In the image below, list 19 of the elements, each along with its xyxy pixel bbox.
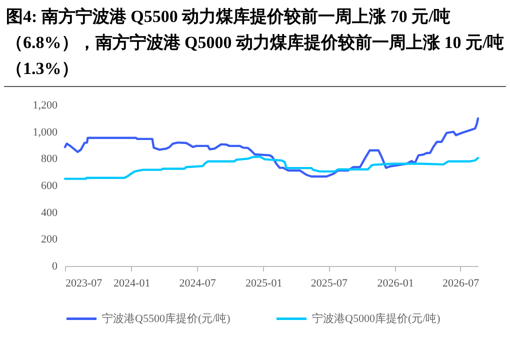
x-tick-label: 2025-07 (310, 278, 348, 290)
y-tick-label: 0 (52, 260, 58, 272)
x-tick-label: 2025-01 (246, 278, 282, 290)
y-tick-label: 1,200 (32, 100, 58, 112)
y-tick-label: 800 (41, 153, 58, 166)
y-tick-label: 200 (41, 234, 58, 246)
legend-label: 宁波港Q5000库提价(元/吨) (312, 312, 441, 325)
line-series (64, 156, 480, 180)
y-tick-label: 400 (41, 206, 58, 219)
x-tick-label: 2024-07 (179, 278, 216, 290)
line-series (64, 117, 480, 178)
x-tick-label: 2023-07 (66, 278, 103, 290)
x-tick-label: 2026-01 (377, 278, 414, 290)
x-tick-label: 2026-07 (442, 278, 480, 290)
y-tick-label: 600 (41, 180, 58, 192)
chart-title: 图4: 南方宁波港 Q5500 动力煤库提价较前一周上涨 70 元/吨（6.8%），南方宁波港 Q5000 动力煤库提价较前一周上涨 10 元/吨（1.3%） (6, 6, 506, 80)
x-tick-label: 2024-01 (114, 278, 150, 290)
legend-label: 宁波港Q5500库提价(元/吨) (102, 312, 231, 325)
y-tick-label: 1,000 (32, 126, 58, 138)
